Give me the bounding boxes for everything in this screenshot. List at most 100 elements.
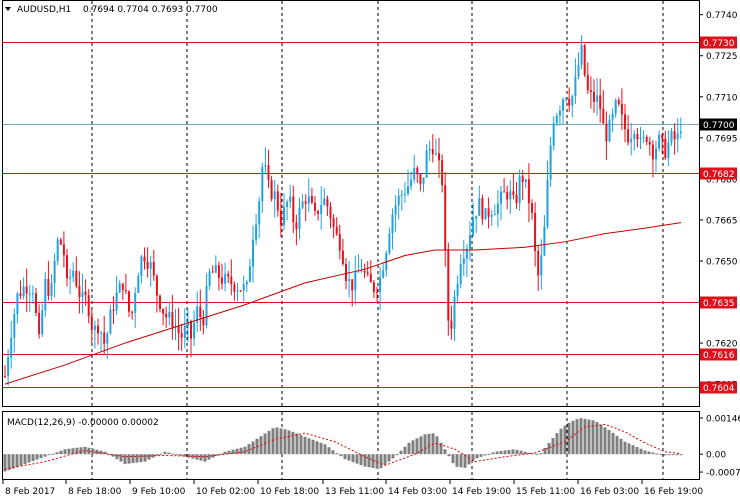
candle-bull [183, 325, 186, 338]
macd-histogram-bar [651, 452, 655, 455]
candle-bear [431, 149, 434, 155]
candle-bear [227, 274, 230, 277]
candle-bear [165, 313, 168, 318]
candle-bear [481, 198, 484, 220]
macd-histogram-bar [435, 436, 439, 455]
macd-histogram-bar [239, 447, 243, 455]
candle-bear [239, 290, 242, 292]
macd-histogram-bar [403, 446, 407, 455]
candle-bear [103, 332, 106, 344]
macd-histogram-bar [595, 422, 599, 455]
macd-histogram-bar [539, 452, 543, 455]
candle-bull [611, 113, 614, 120]
candle-bear [583, 45, 586, 75]
candlestick-series [4, 34, 682, 386]
macd-histogram-bar [675, 454, 679, 456]
candle-bear [589, 90, 592, 92]
macd-histogram-bar [83, 446, 87, 455]
candle-bear [19, 293, 22, 297]
price-tick-label: 0.7680 [706, 175, 738, 185]
time-tick-label: 16 Feb 03:00 [580, 487, 639, 497]
macd-histogram-bar [471, 454, 475, 461]
candle-bull [574, 76, 577, 97]
candle-bear [627, 129, 630, 143]
macd-histogram-bar [671, 454, 675, 456]
candle-bear [419, 174, 422, 184]
candle-bull [484, 208, 487, 220]
macd-histogram-bar [31, 454, 35, 462]
macd-histogram-bar [167, 452, 171, 455]
candle-bear [487, 208, 490, 217]
candle-bear [267, 165, 270, 180]
time-tick-label: 10 Feb 02:00 [196, 487, 255, 497]
macd-histogram-bar [415, 438, 419, 455]
macd-signal-line [4, 423, 682, 470]
candle-bear [438, 153, 440, 161]
candle-bear [295, 222, 298, 230]
candle-bull [7, 357, 10, 377]
candle-bear [292, 196, 295, 223]
macd-histogram-bar [63, 449, 67, 455]
candle-bear [369, 273, 372, 283]
candle-bear [25, 286, 28, 294]
macd-histogram-bar [607, 429, 611, 455]
price-tick-label: 0.7695 [706, 134, 738, 144]
candle-bull [518, 176, 521, 204]
candle-bull [109, 309, 112, 334]
candle-bear [537, 250, 540, 276]
triangle-down-icon[interactable] [5, 7, 11, 11]
candle-bear [78, 285, 81, 298]
macd-histogram-bar [183, 454, 187, 457]
macd-histogram-bar [479, 454, 483, 457]
candle-bear [38, 312, 41, 335]
macd-histogram-bar [179, 454, 183, 456]
macd-histogram-bar [627, 443, 631, 455]
macd-histogram-bar [439, 442, 443, 455]
time-tick-label: 15 Feb 11:00 [516, 487, 575, 497]
candle-bull [53, 260, 56, 284]
candle-bear [447, 249, 450, 321]
macd-histogram-bar [203, 454, 207, 462]
macd-histogram-bar [487, 453, 491, 455]
macd-histogram-bar [187, 454, 191, 458]
candle-bear [155, 275, 158, 296]
candle-bear [366, 272, 369, 274]
candle-bear [648, 141, 651, 145]
candle-bull [472, 218, 475, 236]
macd-histogram-bar [19, 454, 23, 466]
macd-panel-frame[interactable] [2, 411, 700, 480]
macd-histogram-bar [151, 454, 155, 458]
macd-histogram-bar [367, 454, 371, 468]
macd-histogram-bar [423, 434, 427, 455]
macd-axis: 0.00146 0.00 -0.00072 [699, 414, 740, 479]
macd-histogram-bar [363, 454, 367, 467]
candle-bear [512, 191, 515, 195]
macd-label: MACD(12,26,9) -0.00000 0.00002 [7, 418, 159, 428]
macd-histogram-bar [303, 436, 307, 455]
macd-histogram-bar [11, 454, 15, 469]
candle-bull [264, 165, 267, 168]
macd-histogram-bar [563, 425, 567, 455]
candle-bear [146, 261, 149, 269]
candle-bull [500, 191, 502, 204]
macd-histogram-bar [411, 440, 415, 455]
candle-bear [131, 311, 134, 313]
macd-histogram-bar [499, 450, 503, 455]
candle-bull [453, 296, 456, 329]
macd-histogram-bar [455, 454, 459, 467]
macd-histogram-bar [103, 451, 107, 455]
macd-histogram-bar [371, 454, 375, 468]
candle-bull [273, 191, 276, 199]
candle-bull [403, 193, 406, 195]
candle-bull [562, 99, 564, 111]
candle-bear [199, 306, 202, 318]
level-tag-label: 0.7730 [703, 39, 735, 49]
candle-bear [314, 202, 316, 211]
candle-bull [388, 233, 391, 254]
main-chart-frame[interactable] [2, 0, 700, 407]
macd-histogram-bar [55, 452, 59, 455]
candle-bear [4, 375, 6, 377]
candle-bear [534, 212, 537, 251]
candle-bull [558, 110, 561, 116]
